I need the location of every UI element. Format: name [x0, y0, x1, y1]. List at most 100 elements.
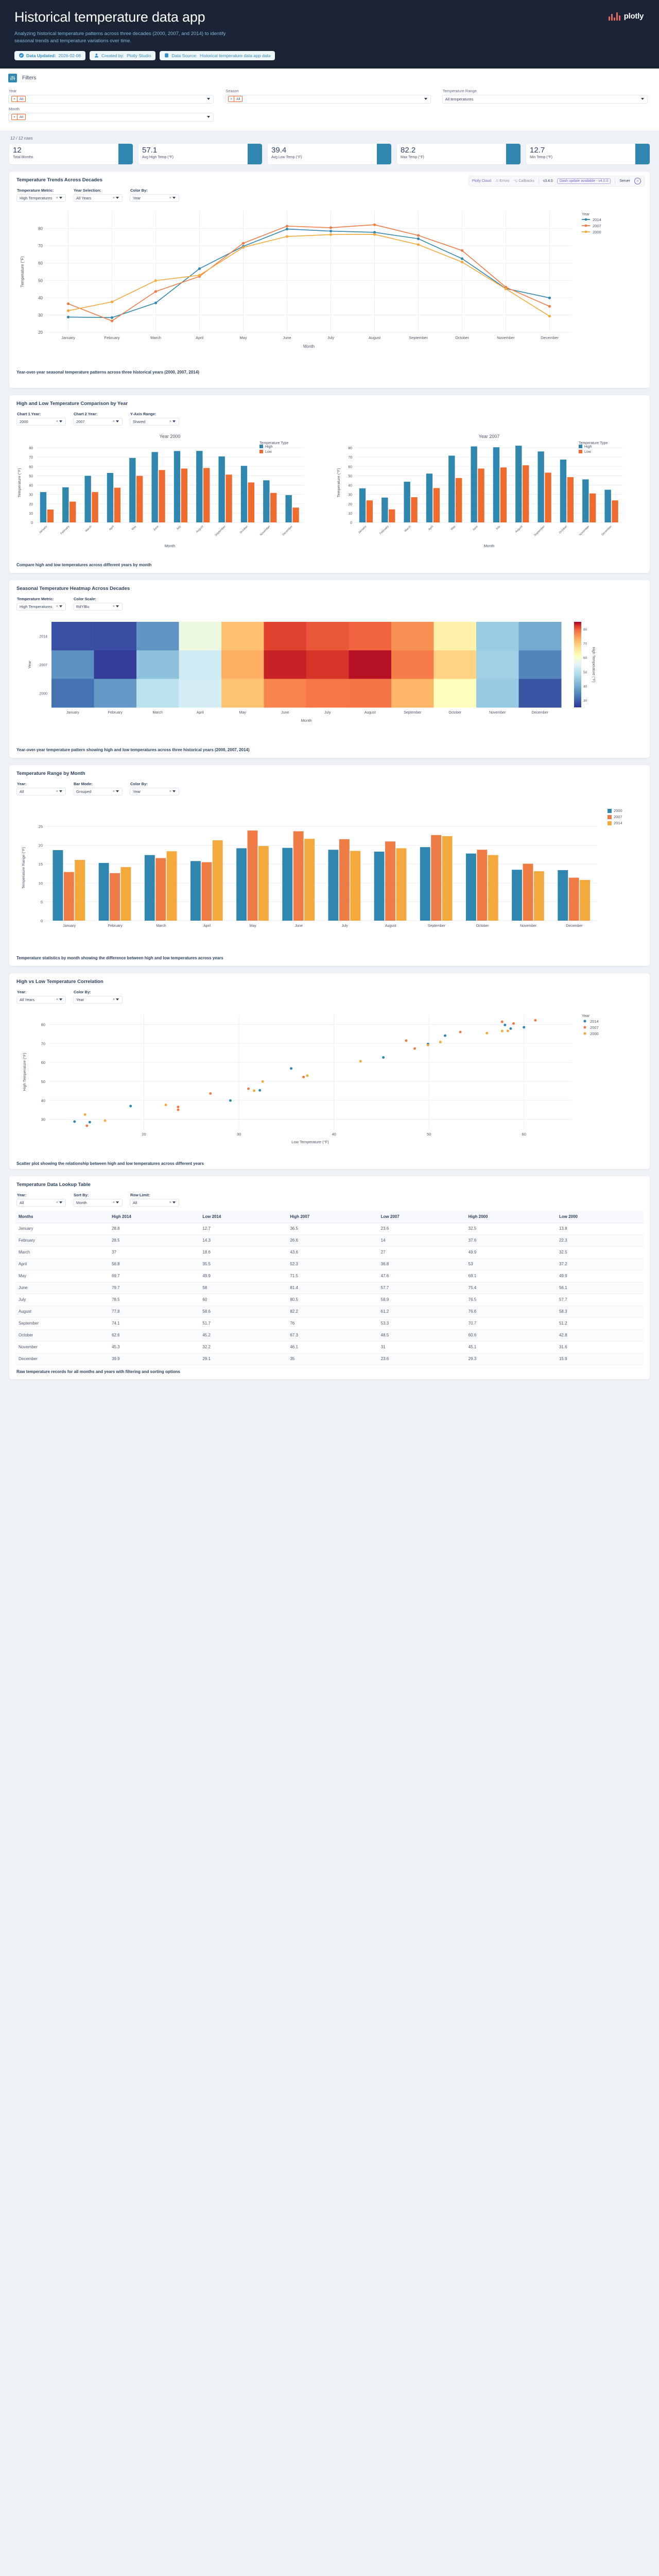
clear-icon[interactable]: ×: [112, 196, 115, 200]
table-col-header[interactable]: Low 2014: [199, 1210, 287, 1223]
table-col-header[interactable]: High 2014: [109, 1210, 200, 1223]
devbar-errors[interactable]: ⚠ Errors: [495, 179, 510, 183]
filter-temp-range: Temperature Range All temperatures: [442, 89, 648, 104]
range-color-by-select[interactable]: Year ×: [130, 787, 179, 795]
temperature-metric-select[interactable]: High Temperatures ×: [16, 194, 66, 202]
heatmap-metric-select[interactable]: High Temperatures ×: [16, 602, 66, 611]
table-cell: 12.7: [199, 1223, 287, 1235]
chevron-down-icon[interactable]: [172, 1201, 176, 1204]
chart2-year-select[interactable]: 2007 ×: [73, 417, 123, 426]
clear-icon[interactable]: ×: [169, 1200, 171, 1205]
seasonal-heatmap-chart[interactable]: 2014 2007 2000 January February March April May…: [15, 615, 644, 743]
chevron-down-icon[interactable]: [116, 998, 119, 1001]
chevron-down-icon[interactable]: [207, 98, 211, 100]
chevron-down-icon[interactable]: [172, 420, 176, 423]
chevron-down-icon[interactable]: [116, 1201, 119, 1204]
correlation-year-select[interactable]: All Years ×: [16, 995, 66, 1004]
clear-icon[interactable]: ×: [112, 1200, 115, 1205]
devbar-collapse-icon[interactable]: »: [634, 177, 641, 184]
svg-text:80: 80: [348, 447, 352, 450]
chevron-down-icon[interactable]: [207, 116, 211, 118]
clear-icon[interactable]: ×: [112, 997, 115, 1002]
devbar-plotly-cloud[interactable]: Plotly Cloud: [472, 179, 492, 183]
filter-season-select[interactable]: × All: [225, 94, 431, 104]
filter-temp-range-select[interactable]: All temperatures: [442, 94, 648, 104]
color-scale-select[interactable]: RdYlBu ×: [73, 602, 123, 611]
y-axis-range-select[interactable]: Shared ×: [130, 417, 179, 426]
chevron-down-icon[interactable]: [424, 98, 427, 100]
svg-text:May: May: [250, 924, 257, 928]
temperature-data-table[interactable]: Months High 2014 Low 2014 High 2007 Low 2007…: [15, 1210, 644, 1365]
correlation-color-by-select[interactable]: Year ×: [73, 995, 123, 1004]
temperature-range-chart[interactable]: 0 5 10 15 20 25 January February March April May Ju…: [15, 800, 644, 952]
svg-text:Year: Year: [27, 660, 32, 668]
clear-icon[interactable]: ×: [169, 419, 171, 423]
bar-mode-select[interactable]: Grouped ×: [73, 787, 123, 795]
chevron-down-icon[interactable]: [641, 98, 644, 100]
svg-text:November: November: [259, 525, 271, 536]
sort-by-select[interactable]: Month ×: [73, 1198, 123, 1207]
table-col-header[interactable]: Low 2007: [377, 1210, 465, 1223]
chevron-down-icon[interactable]: [172, 197, 176, 199]
svg-text:Temperature Type: Temperature Type: [579, 442, 608, 445]
comparison-charts[interactable]: Year 2000 0 10 20 30 40 50 60 70 80 January Februar…: [15, 430, 644, 558]
chevron-down-icon[interactable]: [59, 605, 62, 608]
chevron-down-icon[interactable]: [172, 790, 176, 793]
chevron-down-icon[interactable]: [116, 790, 119, 793]
filter-month-select[interactable]: × All: [8, 112, 214, 122]
chip-remove-icon[interactable]: ×: [12, 114, 18, 120]
table-col-header[interactable]: High 2000: [465, 1210, 556, 1223]
clear-icon[interactable]: ×: [56, 419, 58, 423]
filter-season-chip[interactable]: × All: [228, 96, 243, 103]
svg-text:Low Temperature (°F): Low Temperature (°F): [291, 1140, 329, 1144]
filter-month-chip[interactable]: × All: [11, 114, 26, 121]
svg-text:December: December: [601, 525, 613, 536]
chevron-down-icon[interactable]: [59, 1201, 62, 1204]
table-col-header[interactable]: High 2007: [287, 1210, 378, 1223]
devbar-update-pill[interactable]: Dash update available - v4.0.0: [557, 178, 611, 184]
svg-text:40: 40: [583, 685, 587, 688]
clear-icon[interactable]: ×: [169, 789, 171, 793]
chevron-down-icon[interactable]: [116, 197, 119, 199]
clear-icon[interactable]: ×: [56, 1200, 58, 1205]
year-selection-select[interactable]: All Years ×: [73, 194, 123, 202]
devbar-server[interactable]: Server: [619, 179, 630, 183]
clear-icon[interactable]: ×: [56, 789, 58, 793]
table-col-header[interactable]: Low 2000: [556, 1210, 644, 1223]
filter-year-label: Year: [9, 88, 17, 93]
table-cell: 29.1: [199, 1353, 287, 1365]
svg-text:July: July: [176, 525, 182, 531]
chevron-down-icon[interactable]: [59, 197, 62, 199]
svg-text:70: 70: [38, 244, 43, 248]
chip-remove-icon[interactable]: ×: [12, 96, 18, 102]
clear-icon[interactable]: ×: [112, 789, 115, 793]
filter-year-select[interactable]: × All: [8, 94, 214, 104]
color-by-select[interactable]: Year ×: [130, 194, 179, 202]
control-value: Year: [133, 789, 141, 794]
table-row: January 28.8 12.7 36.5 23.6 32.5 13.8: [15, 1223, 644, 1235]
row-limit-select[interactable]: All ×: [130, 1198, 179, 1207]
clear-icon[interactable]: ×: [56, 997, 58, 1002]
clear-icon[interactable]: ×: [112, 419, 115, 423]
chevron-down-icon[interactable]: [116, 605, 119, 608]
table-cell: 56.1: [556, 1282, 644, 1294]
temperature-trends-chart[interactable]: 20 30 40 50 60 70 80 January February March April M…: [15, 206, 644, 366]
table-year-select[interactable]: All ×: [16, 1198, 66, 1207]
chevron-down-icon[interactable]: [59, 790, 62, 793]
chart1-year-select[interactable]: 2000 ×: [16, 417, 66, 426]
clear-icon[interactable]: ×: [56, 604, 58, 608]
devbar-callbacks[interactable]: ⌥ Callbacks: [513, 179, 534, 183]
table-col-header[interactable]: Months: [15, 1210, 109, 1223]
control-label: Chart 1 Year:: [17, 411, 41, 416]
filter-year-chip[interactable]: × All: [11, 96, 26, 103]
chevron-down-icon[interactable]: [59, 998, 62, 1001]
chevron-down-icon[interactable]: [59, 420, 62, 423]
clear-icon[interactable]: ×: [56, 196, 58, 200]
clear-icon[interactable]: ×: [112, 604, 115, 608]
chip-remove-icon[interactable]: ×: [229, 96, 235, 102]
correlation-scatter-chart[interactable]: 30 40 50 60 70 80 20 30 40 50 60 Low Temperature (°…: [15, 1008, 644, 1157]
dash-devtools-bar[interactable]: Plotly Cloud ⚠ Errors ⌥ Callbacks v3.4.0…: [468, 175, 645, 187]
range-year-select[interactable]: All ×: [16, 787, 66, 795]
clear-icon[interactable]: ×: [169, 196, 171, 200]
chevron-down-icon[interactable]: [116, 420, 119, 423]
